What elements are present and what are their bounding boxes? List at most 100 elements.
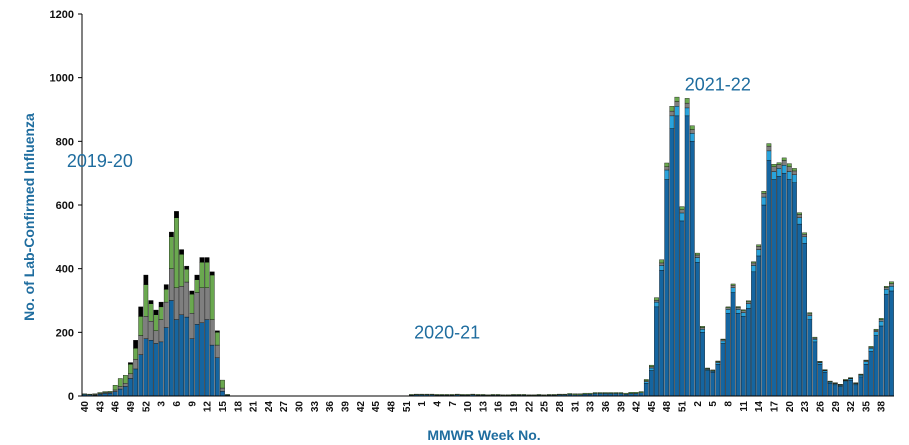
bar-segment [495,394,501,396]
bar-segment [158,341,164,397]
x-tick-label: 42 [632,401,643,413]
bar-segment [756,246,762,250]
bar-segment [674,101,680,107]
x-tick-label: 7 [448,401,459,407]
bar-segment [194,324,200,397]
bar-segment [613,392,619,394]
x-tick-label: 8 [724,401,735,407]
bar-segment [465,394,470,396]
x-tick-label: 39 [616,401,627,413]
bar-segment [802,232,807,235]
bar-segment [695,257,700,263]
x-tick-label: 1 [417,401,428,407]
bar-segment [148,340,154,397]
bar-segment [873,335,879,397]
bar-segment [889,290,894,397]
x-axis-ticks: 40 43 46 49 52 3 6 9 12 15 18 21 24 27 30 33 36 39 42 45 48 5… [80,401,888,413]
bar-segment [638,391,644,393]
bar-segment [883,289,889,295]
bar-segment [838,386,843,397]
bar-segment [771,166,777,172]
bar-segment [174,211,179,218]
bar-segment [761,193,767,198]
bar-segment [746,303,751,309]
bar-segment [853,382,859,384]
bar-segment [117,378,123,387]
bar-segment [761,196,767,206]
bar-segment [689,129,695,134]
bar-segment [163,327,169,397]
bar-segment [112,391,118,397]
x-tick-label: 40 [80,401,91,413]
stacked-bars [82,96,894,397]
bar-segment [786,163,792,167]
bar-segment [419,393,424,395]
bar-segment [858,376,864,397]
bar-segment [735,306,741,308]
bar-segment [577,393,583,395]
bar-segment [664,169,670,180]
bar-segment [807,319,813,397]
bar-segment [674,96,680,102]
bar-segment [827,380,833,382]
bar-segment [225,394,230,396]
bar-segment [802,243,807,397]
bar-segment [715,360,721,362]
bar-segment [409,394,414,396]
bar-segment [194,274,200,280]
bar-segment [643,383,649,397]
bar-segment [454,393,460,395]
x-tick-label: 24 [264,401,275,413]
bar-segment [761,191,767,194]
bar-segment [470,393,476,395]
bar-segment [863,359,869,361]
bar-segment [848,377,853,379]
bar-segment [490,394,496,396]
bar-segment [786,171,792,180]
bar-segment [189,313,195,339]
bar-segment [822,369,828,371]
bar-segment [582,392,588,395]
bar-segment [730,292,736,397]
bar-segment [194,279,200,293]
bar-segment [786,166,792,172]
bar-segment [746,301,751,304]
bar-segment [597,392,603,394]
x-tick-label: 35 [861,401,872,413]
bar-segment [873,331,879,336]
bar-segment [97,392,103,394]
bar-segment [878,319,884,322]
bar-segment [700,332,705,397]
bar-segment [807,315,813,320]
x-tick-label: 14 [754,401,765,413]
bar-segment [838,384,843,386]
bar-segment [710,369,716,371]
x-tick-label: 13 [478,401,489,413]
bar-segment [771,164,777,167]
x-tick-label: 9 [187,401,198,407]
bar-segment [674,115,680,397]
bar-segment [449,394,455,396]
bar-segment [485,394,491,396]
bar-segment [776,176,782,397]
bar-segment [700,326,705,328]
bar-segment [500,394,506,396]
bar-segment [679,209,685,214]
bar-segment [812,336,818,339]
y-tick-label: 200 [56,327,74,339]
bar-segment [684,107,690,117]
x-tick-label: 27 [279,401,290,413]
bar-segment [163,284,169,290]
bar-segment [209,274,215,320]
bar-segment [883,287,889,290]
x-tick-label: 33 [586,401,597,413]
bar-segment [128,373,133,379]
bar-segment [654,306,659,397]
bar-segment [797,212,802,215]
bar-segment [214,357,220,397]
bar-segment [863,361,869,365]
x-tick-label: 5 [708,401,719,407]
bar-segment [199,257,205,263]
bar-segment [429,393,435,395]
